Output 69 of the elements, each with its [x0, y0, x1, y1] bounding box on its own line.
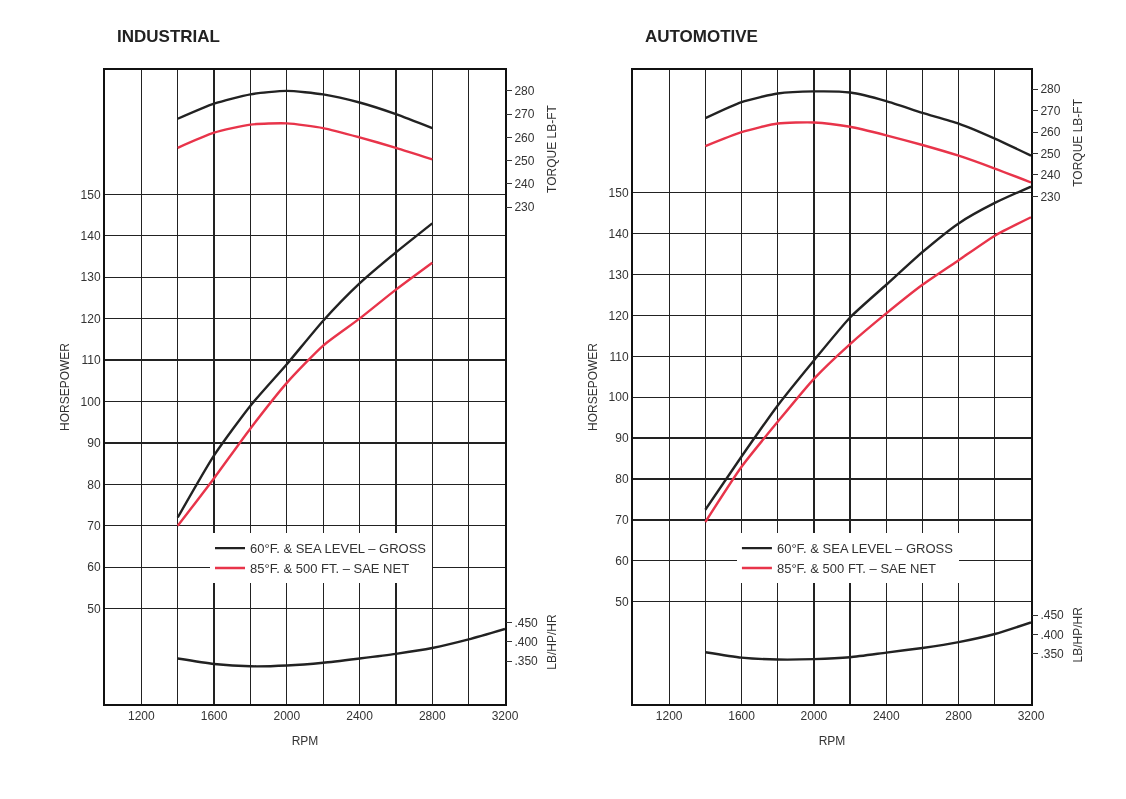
- y3-tick-label: .400: [1040, 627, 1065, 642]
- x-axis-title: RPM: [818, 733, 846, 748]
- y-tick-label: 50: [87, 601, 101, 616]
- y-tick-label: 150: [608, 185, 629, 200]
- x-tick-label: 3200: [1017, 709, 1045, 724]
- y2-tick-label: 250: [1040, 146, 1061, 161]
- y-tick-label: 90: [615, 431, 629, 446]
- y-tick-label: 110: [609, 349, 629, 364]
- line-series: [176, 261, 434, 528]
- y2-tick-label: 260: [1040, 125, 1061, 140]
- y3-tick-label: .450: [1040, 608, 1065, 623]
- y2-tick-label: 240: [1040, 168, 1061, 183]
- y2-tick-label: 230: [514, 200, 535, 215]
- y-tick-label: 120: [608, 308, 629, 323]
- legend-label: 60°F. & SEA LEVEL – GROSS: [250, 541, 427, 557]
- y-tick-label: 130: [608, 267, 629, 282]
- y-tick-label: 50: [615, 594, 629, 609]
- y2-tick-label: 270: [514, 107, 535, 122]
- y-tick-label: 130: [80, 270, 101, 285]
- y2-tick-label: 270: [1040, 103, 1061, 118]
- y-axis-title: HORSEPOWER: [58, 342, 73, 432]
- y-tick-label: 100: [608, 390, 629, 405]
- y-tick-label: 70: [615, 513, 629, 528]
- y3-tick-label: .350: [1040, 646, 1065, 661]
- x-tick-label: 2400: [872, 709, 900, 724]
- x-tick-label: 3200: [491, 709, 519, 724]
- y-tick-label: 70: [87, 519, 101, 534]
- x-tick-label: 2000: [800, 709, 828, 724]
- x-tick-label: 1600: [200, 709, 228, 724]
- legend-label: 85°F. & 500 FT. – SAE NET: [250, 561, 410, 577]
- y2-tick-label: 230: [1040, 189, 1061, 204]
- x-tick-label: 2800: [945, 709, 973, 724]
- chart-title: INDUSTRIAL: [117, 26, 220, 46]
- y3-tick-label: .350: [514, 654, 539, 669]
- y-tick-label: 140: [608, 226, 629, 241]
- y2-tick-label: 240: [514, 176, 535, 191]
- chart-title: AUTOMOTIVE: [644, 26, 758, 46]
- y-tick-label: 100: [80, 394, 101, 409]
- legend-label: 85°F. & 500 FT. – SAE NET: [776, 561, 937, 577]
- y-tick-label: 60: [615, 554, 629, 569]
- y-tick-label: 150: [80, 187, 101, 202]
- y3-axis-title: LB/HP/HR: [545, 614, 560, 670]
- x-tick-label: 1600: [728, 709, 756, 724]
- y-tick-label: 110: [81, 353, 101, 368]
- x-axis-title: RPM: [291, 733, 319, 748]
- y-tick-label: 60: [87, 560, 101, 575]
- y3-tick-label: .450: [514, 615, 539, 630]
- x-tick-label: 2400: [346, 709, 374, 724]
- y-axis-title: HORSEPOWER: [586, 342, 601, 432]
- y-tick-label: 80: [87, 477, 101, 492]
- y2-tick-label: 250: [514, 153, 535, 168]
- y-tick-label: 90: [87, 436, 101, 451]
- y-tick-label: 140: [80, 228, 101, 243]
- y3-axis-title: LB/HP/HR: [1070, 606, 1085, 663]
- y2-axis-title: TORQUE LB-FT: [1071, 98, 1086, 187]
- line-series: [176, 122, 434, 161]
- x-tick-label: 2000: [273, 709, 301, 724]
- y2-tick-label: 260: [514, 130, 535, 145]
- legend-label: 60°F. & SEA LEVEL – GROSS: [776, 541, 954, 557]
- line-series: [704, 121, 1031, 184]
- x-tick-label: 1200: [655, 709, 683, 724]
- y-tick-label: 120: [80, 311, 101, 326]
- y2-tick-label: 280: [1040, 82, 1061, 97]
- y2-axis-title: TORQUE LB-FT: [545, 104, 560, 193]
- y3-tick-label: .400: [514, 634, 539, 649]
- x-tick-label: 1200: [128, 709, 156, 724]
- y-tick-label: 80: [615, 472, 629, 487]
- x-tick-label: 2800: [418, 709, 446, 724]
- y2-tick-label: 280: [514, 84, 535, 99]
